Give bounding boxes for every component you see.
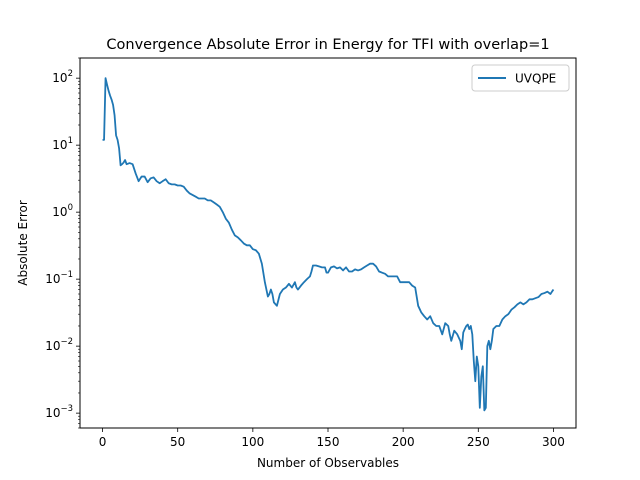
y-tick-label: 10−2 — [45, 337, 73, 353]
x-tick-label: 150 — [317, 435, 340, 449]
y-tick-label: 102 — [52, 69, 73, 85]
y-tick-label: 10−3 — [45, 404, 73, 420]
chart-title: Convergence Absolute Error in Energy for… — [106, 37, 549, 53]
y-tick-label: 101 — [52, 136, 73, 152]
x-tick-label: 50 — [170, 435, 185, 449]
plot-area — [102, 77, 555, 412]
legend-label: UVQPE — [515, 72, 556, 86]
legend-box — [471, 64, 570, 92]
y-axis-label: Absolute Error — [16, 200, 30, 286]
x-axis: 0 50 100 150 200 250 300 — [99, 428, 565, 449]
legend: UVQPE — [471, 64, 570, 92]
y-tick-label: 10−1 — [45, 270, 73, 286]
x-tick-label: 0 — [99, 435, 107, 449]
x-tick-label: 100 — [241, 435, 264, 449]
x-tick-label: 200 — [392, 435, 415, 449]
x-tick-label: 250 — [467, 435, 490, 449]
y-tick-label: 100 — [52, 203, 73, 219]
x-tick-label: 300 — [542, 435, 565, 449]
x-axis-label: Number of Observables — [257, 456, 399, 470]
y-axis: 10−3 10−2 10−1 100 101 102 — [45, 57, 80, 429]
series-line-uvqpe — [102, 77, 555, 412]
